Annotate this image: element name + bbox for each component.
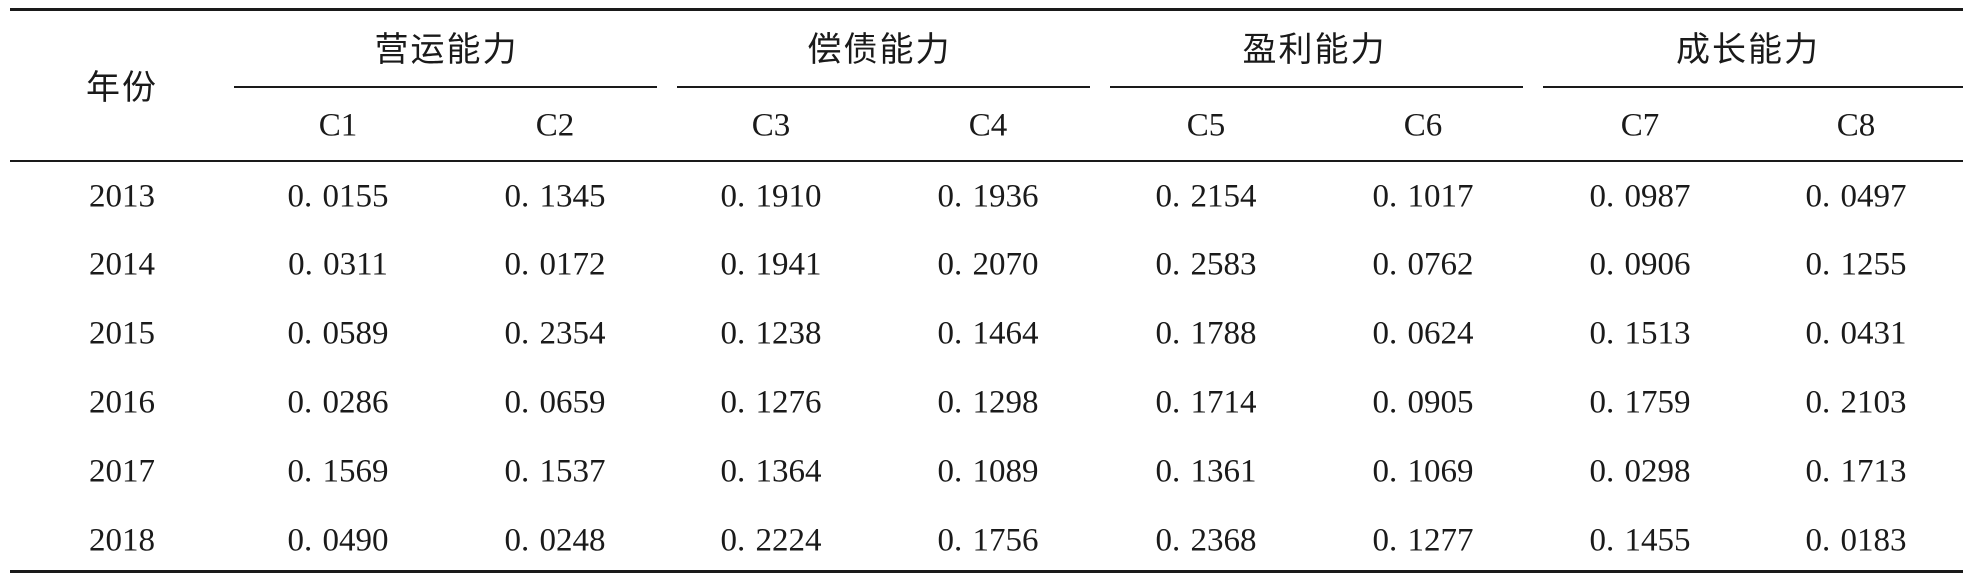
table-bottom-rule [10, 570, 1963, 573]
value-cell: 0. 0311 [288, 246, 388, 283]
year-cell: 2013 [89, 178, 155, 215]
value-cell: 0. 1361 [1155, 453, 1257, 490]
value-cell: 0. 0987 [1589, 178, 1691, 215]
value-cell: 0. 1276 [720, 384, 822, 421]
value-cell: 0. 0624 [1372, 315, 1474, 352]
value-cell: 0. 0431 [1805, 315, 1907, 352]
value-cell: 0. 1513 [1589, 315, 1691, 352]
value-cell: 0. 0155 [287, 178, 389, 215]
group-header-rule [1110, 86, 1523, 88]
value-cell: 0. 1713 [1805, 453, 1907, 490]
value-cell: 0. 1364 [720, 453, 822, 490]
column-header: C8 [1836, 107, 1876, 144]
value-cell: 0. 1345 [504, 178, 606, 215]
year-cell: 2014 [89, 246, 155, 283]
value-cell: 0. 1936 [937, 178, 1039, 215]
value-cell: 0. 0286 [287, 384, 389, 421]
group-header: 成长能力 [1676, 30, 1820, 70]
value-cell: 0. 2368 [1155, 522, 1257, 559]
year-cell: 2017 [89, 453, 155, 490]
value-cell: 0. 2354 [504, 315, 606, 352]
value-cell: 0. 0183 [1805, 522, 1907, 559]
value-cell: 0. 1298 [937, 384, 1039, 421]
value-cell: 0. 0762 [1372, 246, 1474, 283]
value-cell: 0. 1714 [1155, 384, 1257, 421]
value-cell: 0. 1089 [937, 453, 1039, 490]
value-cell: 0. 1464 [937, 315, 1039, 352]
value-cell: 0. 1255 [1805, 246, 1907, 283]
value-cell: 0. 1537 [504, 453, 606, 490]
year-cell: 2015 [89, 315, 155, 352]
value-cell: 0. 0298 [1589, 453, 1691, 490]
value-cell: 0. 0905 [1372, 384, 1474, 421]
group-header: 盈利能力 [1242, 30, 1387, 70]
value-cell: 0. 1910 [720, 178, 822, 215]
column-header: C7 [1620, 107, 1660, 144]
column-header: C3 [751, 107, 791, 144]
column-header: C6 [1403, 107, 1443, 144]
value-cell: 0. 1759 [1589, 384, 1691, 421]
value-cell: 0. 1238 [720, 315, 822, 352]
year-cell: 2018 [89, 522, 155, 559]
value-cell: 0. 0497 [1805, 178, 1907, 215]
value-cell: 0. 1277 [1372, 522, 1474, 559]
value-cell: 0. 1017 [1372, 178, 1474, 215]
year-header: 年份 [86, 68, 158, 108]
value-cell: 0. 2224 [720, 522, 822, 559]
value-cell: 0. 1941 [720, 246, 822, 283]
table-top-rule [10, 8, 1963, 11]
value-cell: 0. 0172 [504, 246, 606, 283]
value-cell: 0. 0659 [504, 384, 606, 421]
value-cell: 0. 1756 [937, 522, 1039, 559]
value-cell: 0. 2070 [937, 246, 1039, 283]
year-cell: 2016 [89, 384, 155, 421]
value-cell: 0. 1788 [1155, 315, 1257, 352]
column-header: C5 [1186, 107, 1226, 144]
header-bottom-rule [10, 160, 1963, 162]
column-header: C1 [318, 107, 358, 144]
group-header: 偿债能力 [807, 30, 952, 70]
group-header-rule [1543, 86, 1963, 88]
value-cell: 0. 2583 [1155, 246, 1257, 283]
value-cell: 0. 2103 [1805, 384, 1907, 421]
value-cell: 0. 2154 [1155, 178, 1257, 215]
group-header-rule [677, 86, 1090, 88]
value-cell: 0. 0248 [504, 522, 606, 559]
value-cell: 0. 1569 [287, 453, 389, 490]
value-cell: 0. 0589 [287, 315, 389, 352]
value-cell: 0. 1069 [1372, 453, 1474, 490]
group-header-rule [234, 86, 657, 88]
value-cell: 0. 0490 [287, 522, 389, 559]
column-header: C2 [535, 107, 575, 144]
value-cell: 0. 1455 [1589, 522, 1691, 559]
value-cell: 0. 0906 [1589, 246, 1691, 283]
column-header: C4 [968, 107, 1008, 144]
group-header: 营运能力 [374, 30, 519, 70]
